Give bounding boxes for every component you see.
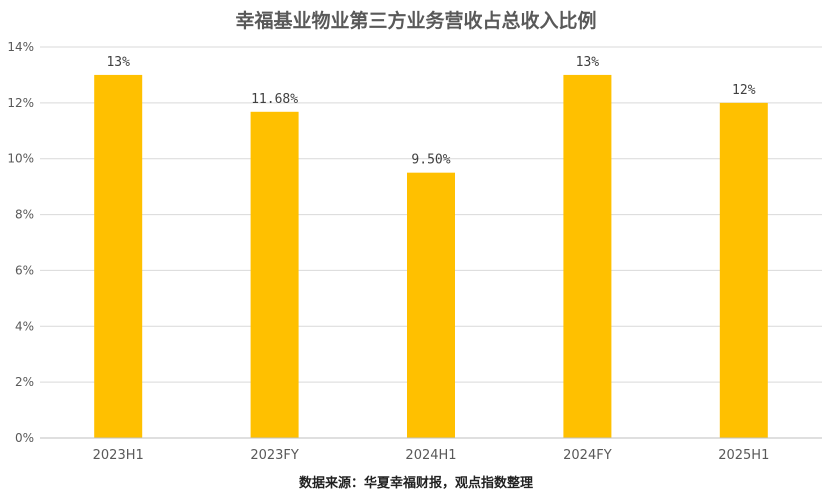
bars bbox=[94, 74, 768, 439]
data-label-2023FY: 11.68% bbox=[251, 92, 298, 107]
x-axis-ticks: 2023H1 2023FY 2024H1 2024FY 2025H1 bbox=[93, 448, 770, 463]
x-tick-label-2024FY: 2024FY bbox=[563, 448, 612, 463]
y-tick-label: 0% bbox=[15, 431, 34, 445]
y-tick-label: 12% bbox=[7, 96, 34, 110]
bar-2023FY bbox=[250, 111, 299, 439]
bar-2024H1 bbox=[407, 172, 455, 438]
data-label-2023H1: 13% bbox=[106, 55, 130, 70]
data-labels: 13% 11.68% 9.50% 13% 12% bbox=[106, 55, 755, 168]
y-tick-label: 14% bbox=[7, 40, 34, 54]
chart-title: 幸福基业物业第三方业务营收占总收入比例 bbox=[235, 10, 597, 32]
y-tick-label: 6% bbox=[15, 263, 34, 277]
bar-2024FY bbox=[563, 74, 612, 438]
x-tick-label-2025H1: 2025H1 bbox=[718, 448, 769, 463]
chart-source: 数据来源：华夏幸福财报，观点指数整理 bbox=[298, 476, 533, 491]
y-tick-label: 10% bbox=[7, 152, 34, 166]
bar-2023H1 bbox=[94, 74, 143, 438]
y-tick-label: 2% bbox=[15, 375, 34, 389]
y-axis-ticks: 0% 2% 4% 6% 8% 10% 12% 14% bbox=[7, 40, 34, 445]
bar-2025H1 bbox=[719, 102, 768, 438]
x-tick-label-2023FY: 2023FY bbox=[250, 448, 299, 463]
y-tick-label: 8% bbox=[15, 208, 34, 222]
x-tick-label-2023H1: 2023H1 bbox=[93, 448, 144, 463]
y-tick-label: 4% bbox=[15, 319, 34, 333]
data-label-2024FY: 13% bbox=[576, 55, 600, 70]
x-tick-label-2024H1: 2024H1 bbox=[405, 448, 456, 463]
data-label-2025H1: 12% bbox=[732, 83, 756, 98]
data-label-2024H1: 9.50% bbox=[411, 153, 450, 168]
